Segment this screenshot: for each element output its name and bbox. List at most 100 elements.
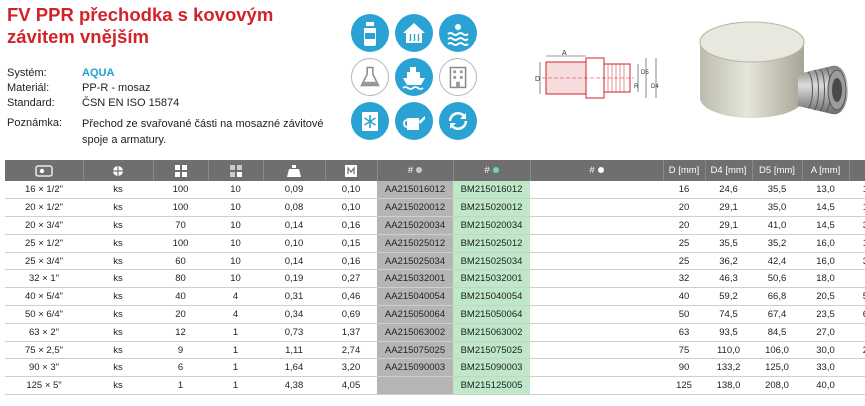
table-cell: 29,1 <box>705 198 752 218</box>
table-cell: 125 <box>663 376 705 396</box>
table-cell: 9 <box>153 341 208 360</box>
property-label: Materiál: <box>7 82 50 94</box>
table-cell: 6 <box>153 358 208 378</box>
table-cell: 1/2" <box>849 181 865 200</box>
property-material: Materiál: PP-R - mosaz <box>7 81 342 96</box>
col-package <box>153 160 209 181</box>
table-cell: 1 <box>208 323 263 342</box>
table-cell: 1,37 <box>325 323 377 342</box>
table-cell: BM215040054 <box>453 287 530 307</box>
table-row: 40 × 5/4" ks 40 4 0,31 0,46 AA215040054 BM21504… <box>5 287 865 307</box>
table-cell: 46,3 <box>705 269 752 289</box>
table-cell: ks <box>83 305 153 324</box>
table-cell: BM215025034 <box>453 252 530 271</box>
table-cell: ks <box>83 376 153 396</box>
table-cell: 50 × 6/4" <box>5 305 83 324</box>
table-cell: 138,0 <box>705 376 752 396</box>
table-cell: 10 <box>208 252 263 271</box>
table-cell: AA215020012 <box>377 198 453 218</box>
table-cell <box>530 323 663 342</box>
product-title: FV PPR přechodka s kovovým závitem vnějš… <box>7 4 274 47</box>
table-cell: AA215063002 <box>377 323 453 342</box>
table-cell: 32 × 1" <box>5 269 83 289</box>
weight-icon <box>287 164 301 177</box>
table-cell: 63 × 2" <box>5 323 83 342</box>
table-cell <box>530 341 663 360</box>
table-cell: 35,5 <box>752 181 802 200</box>
table-cell: 0,15 <box>325 234 377 253</box>
table-cell: 0,08 <box>263 198 325 218</box>
table-cell: 90 <box>663 358 705 378</box>
watering-can-icon <box>395 102 433 140</box>
table-cell: 20 × 3/4" <box>5 216 83 235</box>
col-a: A [mm] <box>802 160 850 181</box>
property-label: Standard: <box>7 97 55 109</box>
table-cell: 0,14 <box>263 252 325 271</box>
table-cell: 100 <box>153 181 208 200</box>
col-r: R <box>849 160 865 181</box>
table-cell: 0,73 <box>263 323 325 342</box>
table-cell: 10 <box>208 269 263 289</box>
table-cell: 33,0 <box>802 358 849 378</box>
green-dot-icon <box>492 167 499 174</box>
table-cell: BM215125005 <box>453 376 530 396</box>
table-row: 20 × 3/4" ks 70 10 0,14 0,16 AA215020034 BM2150… <box>5 216 865 235</box>
table-cell <box>530 287 663 307</box>
table-cell: AA215075025 <box>377 341 453 360</box>
table-row: 32 × 1" ks 80 10 0,19 0,27 AA215032001 BM215032… <box>5 269 865 289</box>
unit-icon <box>113 165 123 176</box>
table-cell: 100 <box>153 234 208 253</box>
property-standard: Standard: ČSN EN ISO 15874 <box>7 96 342 111</box>
table-cell: AA215050064 <box>377 305 453 324</box>
property-note: Poznámka: Přechod ze svařované části na … <box>7 116 342 148</box>
table-cell: 12 <box>153 323 208 342</box>
table-row: 90 × 3" ks 6 1 1,64 3,20 AA215090003 BM21509000… <box>5 358 865 378</box>
table-cell: 0,19 <box>263 269 325 289</box>
table-cell: ks <box>83 341 153 360</box>
table-cell: 20 × 1/2" <box>5 198 83 218</box>
table-cell: 10 <box>208 234 263 253</box>
table-cell: 1 <box>208 341 263 360</box>
table-cell: ks <box>83 269 153 289</box>
col-unit <box>83 160 154 181</box>
table-cell: 0,10 <box>263 234 325 253</box>
table-cell: AA215020034 <box>377 216 453 235</box>
table-cell: 0,31 <box>263 287 325 307</box>
table-cell: 66,8 <box>752 287 802 307</box>
table-cell: ks <box>83 198 153 218</box>
package-grid-icon <box>174 164 187 177</box>
table-cell: 1 <box>208 358 263 378</box>
table-cell <box>530 305 663 324</box>
dimension-table: # # # D [mm] D4 [mm] D5 [mm] A [mm] R 16… <box>5 160 865 396</box>
table-cell: 27,0 <box>802 323 849 342</box>
table-cell: 125 × 5" <box>5 376 83 396</box>
product-properties: Systém: AQUA Materiál: PP-R - mosaz Stan… <box>7 66 342 148</box>
drawing-label-d4: D4 <box>651 84 659 90</box>
table-cell: 16,0 <box>802 234 849 253</box>
table-cell: 24,6 <box>705 181 752 200</box>
table-header-row: # # # D [mm] D4 [mm] D5 [mm] A [mm] R <box>5 160 865 181</box>
table-cell: ks <box>83 323 153 342</box>
col-weight <box>263 160 326 181</box>
table-cell: ks <box>83 358 153 378</box>
table-cell: 0,09 <box>263 181 325 200</box>
table-cell: 20 <box>663 216 705 235</box>
table-cell: BM215050064 <box>453 305 530 324</box>
col-d5: D5 [mm] <box>752 160 803 181</box>
table-cell <box>530 181 663 200</box>
carton-grid-icon <box>229 164 242 177</box>
table-cell: 0,34 <box>263 305 325 324</box>
table-cell: BM215063002 <box>453 323 530 342</box>
table-cell: 20 <box>153 305 208 324</box>
table-cell: 2,74 <box>325 341 377 360</box>
table-cell: 42,4 <box>752 252 802 271</box>
gray-dot-icon <box>416 167 423 174</box>
table-cell: 67,4 <box>752 305 802 324</box>
table-cell <box>530 269 663 289</box>
table-cell: 90 × 3" <box>5 358 83 378</box>
table-cell: 14,5 <box>802 216 849 235</box>
col-code-bm: # <box>453 160 531 181</box>
table-cell: AA215032001 <box>377 269 453 289</box>
table-cell: 3/4" <box>849 216 865 235</box>
table-row: 25 × 1/2" ks 100 10 0,10 0,15 AA215025012 BM215… <box>5 234 865 253</box>
